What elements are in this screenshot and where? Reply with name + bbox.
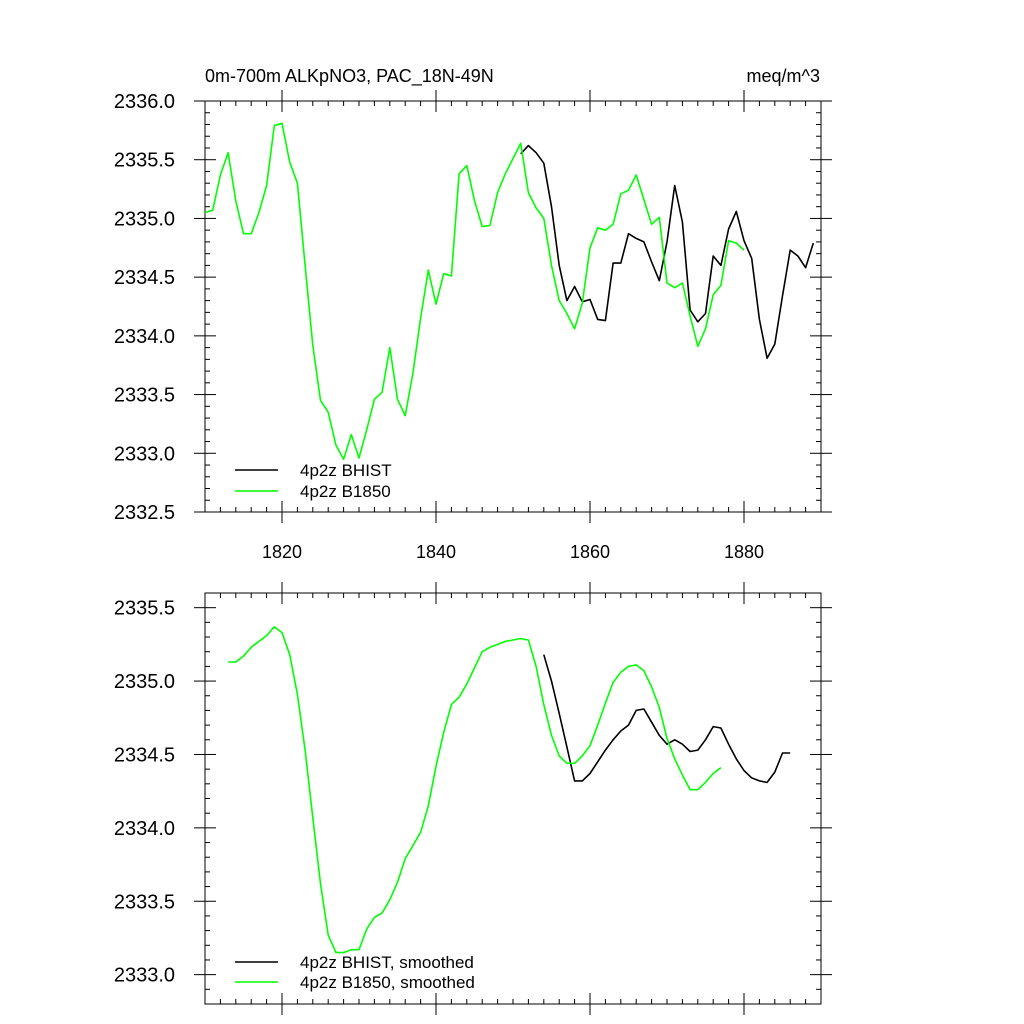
bhist-line-top [520, 144, 815, 360]
legend-label-bhist-smoothed: 4p2z BHIST, smoothed [300, 953, 474, 972]
y-tick-label: 2335.5 [114, 150, 175, 172]
y-tick-label: 2334.0 [114, 326, 175, 348]
y-tick-label: 2333.5 [114, 385, 175, 407]
b1850-line-top [204, 122, 745, 461]
y-tick-label: 2334.0 [114, 818, 175, 840]
plot-frame-top [204, 100, 822, 513]
bottom-axis-ticks: 2333.0 2333.5 2334.0 2334.5 2335.0 2335.5 [114, 582, 832, 1015]
legend-top: 4p2z BHIST 4p2z B1850 [235, 461, 392, 501]
y-tick-label: 2336.0 [114, 91, 175, 113]
x-tick-label: 1860 [570, 542, 610, 562]
y-tick-label: 2335.5 [114, 598, 175, 620]
y-tick-label: 2334.5 [114, 744, 175, 766]
x-tick-label: 1880 [724, 542, 764, 562]
top-series-lines [204, 122, 815, 461]
chart-title: 0m-700m ALKpNO3, PAC_18N-49N [205, 66, 494, 87]
y-tick-label: 2332.5 [114, 502, 175, 524]
y-tick-label: 2334.5 [114, 267, 175, 289]
x-tick-label: 1820 [262, 542, 302, 562]
bhist-line-bottom [543, 654, 791, 784]
legend-bottom: 4p2z BHIST, smoothed 4p2z B1850, smoothe… [235, 953, 475, 992]
y-tick-label: 2333.0 [114, 965, 175, 987]
legend-label-b1850-smoothed: 4p2z B1850, smoothed [300, 973, 475, 992]
y-tick-label: 2333.0 [114, 443, 175, 465]
panel-bottom-smoothed: 2333.0 2333.5 2334.0 2334.5 2335.0 2335.5 4p2… [114, 582, 832, 1015]
b1850-line-bottom [228, 625, 722, 954]
top-axis-ticks: 1820 1840 1860 1880 2332.5 2333.0 2333.5 2334.0… [114, 90, 832, 562]
units-label: meq/m^3 [747, 66, 820, 86]
bottom-series-lines [228, 625, 791, 954]
plot-frame-bottom [204, 592, 822, 1005]
y-tick-label: 2333.5 [114, 891, 175, 913]
x-tick-label: 1840 [416, 542, 456, 562]
legend-label-b1850: 4p2z B1850 [300, 482, 391, 501]
panel-top-raw: 1820 1840 1860 1880 2332.5 2333.0 2333.5 2334.0… [114, 90, 832, 562]
y-tick-label: 2335.0 [114, 671, 175, 693]
legend-label-bhist: 4p2z BHIST [300, 461, 392, 480]
y-tick-label: 2335.0 [114, 208, 175, 230]
